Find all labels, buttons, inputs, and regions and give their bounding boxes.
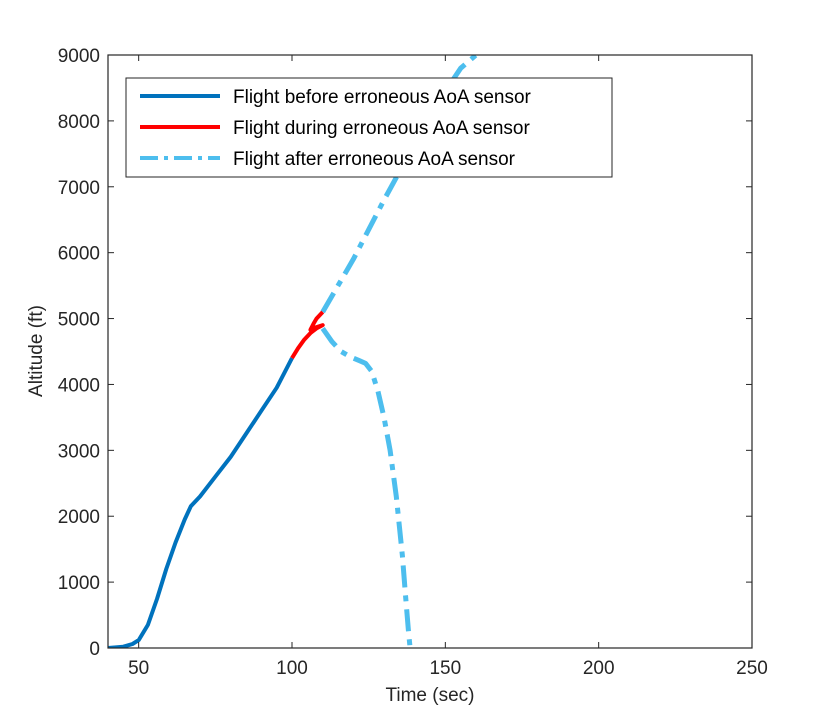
y-tick-label: 3000 bbox=[58, 441, 100, 462]
y-tick-label: 8000 bbox=[58, 112, 100, 133]
y-tick-label: 6000 bbox=[58, 244, 100, 265]
y-tick-label: 9000 bbox=[58, 46, 100, 67]
y-tick-label: 2000 bbox=[58, 507, 100, 528]
x-tick-label: 100 bbox=[276, 658, 308, 679]
series-during-line bbox=[290, 310, 325, 360]
x-tick-label: 50 bbox=[128, 658, 149, 679]
y-tick-label: 0 bbox=[89, 639, 100, 660]
x-tick-label: 150 bbox=[429, 658, 461, 679]
y-axis-label: Altitude (ft) bbox=[26, 305, 47, 397]
series-after-line-2 bbox=[320, 326, 413, 648]
y-tick-label: 7000 bbox=[58, 178, 100, 199]
legend-entry-after: Flight after erroneous AoA sensor bbox=[233, 149, 516, 170]
x-tick-label: 250 bbox=[736, 658, 768, 679]
legend: Flight before erroneous AoA sensor Fligh… bbox=[125, 77, 613, 178]
y-tick-label: 1000 bbox=[58, 573, 100, 594]
x-axis-label: Time (sec) bbox=[385, 685, 474, 706]
y-tick-label: 5000 bbox=[58, 310, 100, 331]
ticks-layer: 50 100 150 200 250 0 1000 2000 3000 4000 5000 6000 7… bbox=[58, 46, 768, 679]
x-tick-label: 200 bbox=[583, 658, 615, 679]
legend-entry-during: Flight during erroneous AoA sensor bbox=[233, 118, 530, 139]
plot-frame bbox=[107, 54, 753, 649]
legend-entry-before: Flight before erroneous AoA sensor bbox=[233, 87, 532, 108]
series-before-line bbox=[108, 357, 294, 648]
y-tick-label: 4000 bbox=[58, 375, 100, 396]
